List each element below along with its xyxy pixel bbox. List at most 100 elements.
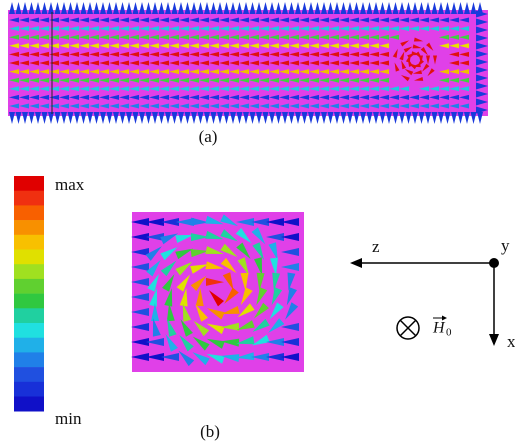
arrow bbox=[295, 112, 301, 124]
arrow bbox=[354, 2, 360, 14]
colorbar-min: min bbox=[55, 409, 82, 428]
arrow bbox=[256, 2, 262, 14]
arrow bbox=[295, 2, 301, 14]
arrow bbox=[126, 2, 132, 14]
arrow bbox=[211, 112, 217, 124]
arrow bbox=[347, 112, 353, 124]
arrow bbox=[445, 2, 451, 14]
arrow bbox=[159, 2, 165, 14]
arrow bbox=[315, 112, 321, 124]
arrow bbox=[419, 2, 425, 14]
arrow bbox=[458, 2, 464, 14]
arrow bbox=[178, 112, 184, 124]
arrow bbox=[289, 2, 295, 14]
arrow bbox=[152, 112, 158, 124]
arrow bbox=[276, 112, 282, 124]
colorbar-band bbox=[14, 191, 44, 206]
arrow bbox=[146, 112, 152, 124]
panel-b-label: (b) bbox=[200, 422, 220, 441]
colorbar-band bbox=[14, 397, 44, 412]
arrow bbox=[269, 112, 275, 124]
arrow bbox=[133, 112, 139, 124]
origin-dot bbox=[489, 258, 499, 268]
arrow bbox=[328, 112, 334, 124]
arrow bbox=[451, 112, 457, 124]
arrow bbox=[360, 112, 366, 124]
arrow bbox=[425, 2, 431, 14]
arrow bbox=[386, 2, 392, 14]
arrow bbox=[256, 112, 262, 124]
arrow bbox=[211, 2, 217, 14]
arrow bbox=[191, 112, 197, 124]
arrow bbox=[126, 112, 132, 124]
field-symbol: H bbox=[432, 320, 446, 337]
arrow bbox=[412, 112, 418, 124]
figure: (a) max min (b) z y x H 0 bbox=[0, 0, 515, 445]
arrow bbox=[250, 2, 256, 14]
arrow bbox=[107, 112, 113, 124]
arrow bbox=[360, 2, 366, 14]
arrow bbox=[165, 2, 171, 14]
arrow bbox=[120, 112, 126, 124]
arrow bbox=[315, 2, 321, 14]
arrow bbox=[185, 112, 191, 124]
arrow bbox=[276, 2, 282, 14]
arrow bbox=[438, 112, 444, 124]
arrow bbox=[100, 112, 106, 124]
arrow bbox=[217, 2, 223, 14]
arrow bbox=[289, 112, 295, 124]
arrow bbox=[308, 2, 314, 14]
arrow bbox=[230, 112, 236, 124]
arrow bbox=[263, 112, 269, 124]
arrow bbox=[237, 2, 243, 14]
colorbar-band bbox=[14, 205, 44, 220]
arrow bbox=[367, 2, 373, 14]
arrow bbox=[308, 112, 314, 124]
arrow bbox=[282, 2, 288, 14]
arrow bbox=[81, 112, 87, 124]
arrow bbox=[432, 2, 438, 14]
arrow bbox=[61, 2, 67, 14]
arrow bbox=[35, 112, 41, 124]
arrow bbox=[107, 2, 113, 14]
arrow bbox=[22, 112, 28, 124]
arrow bbox=[81, 2, 87, 14]
colorbar-band bbox=[14, 352, 44, 367]
arrow bbox=[133, 2, 139, 14]
arrow bbox=[425, 112, 431, 124]
arrow bbox=[16, 112, 22, 124]
arrow bbox=[68, 2, 74, 14]
arrow bbox=[471, 2, 477, 14]
arrow bbox=[432, 112, 438, 124]
arrow bbox=[230, 2, 236, 14]
arrow bbox=[87, 112, 93, 124]
colorbar-band bbox=[14, 308, 44, 323]
arrow bbox=[243, 2, 249, 14]
y-label: y bbox=[501, 236, 510, 255]
x-arrowhead bbox=[489, 334, 499, 346]
arrow bbox=[22, 2, 28, 14]
arrow bbox=[204, 112, 210, 124]
arrow bbox=[412, 2, 418, 14]
x-label: x bbox=[507, 332, 515, 351]
arrow bbox=[269, 2, 275, 14]
colorbar-band bbox=[14, 382, 44, 397]
arrow bbox=[172, 2, 178, 14]
panel-a-label: (a) bbox=[199, 127, 218, 146]
arrow bbox=[354, 112, 360, 124]
arrow bbox=[406, 112, 412, 124]
arrow bbox=[120, 2, 126, 14]
arrow bbox=[159, 112, 165, 124]
arrow bbox=[380, 112, 386, 124]
arrow bbox=[334, 2, 340, 14]
arrow bbox=[217, 112, 223, 124]
colorbar-band bbox=[14, 279, 44, 294]
arrow bbox=[282, 112, 288, 124]
arrow bbox=[250, 112, 256, 124]
arrow bbox=[185, 2, 191, 14]
arrow bbox=[464, 112, 470, 124]
arrow bbox=[334, 112, 340, 124]
arrow bbox=[55, 2, 61, 14]
arrow bbox=[198, 2, 204, 14]
arrow bbox=[302, 2, 308, 14]
